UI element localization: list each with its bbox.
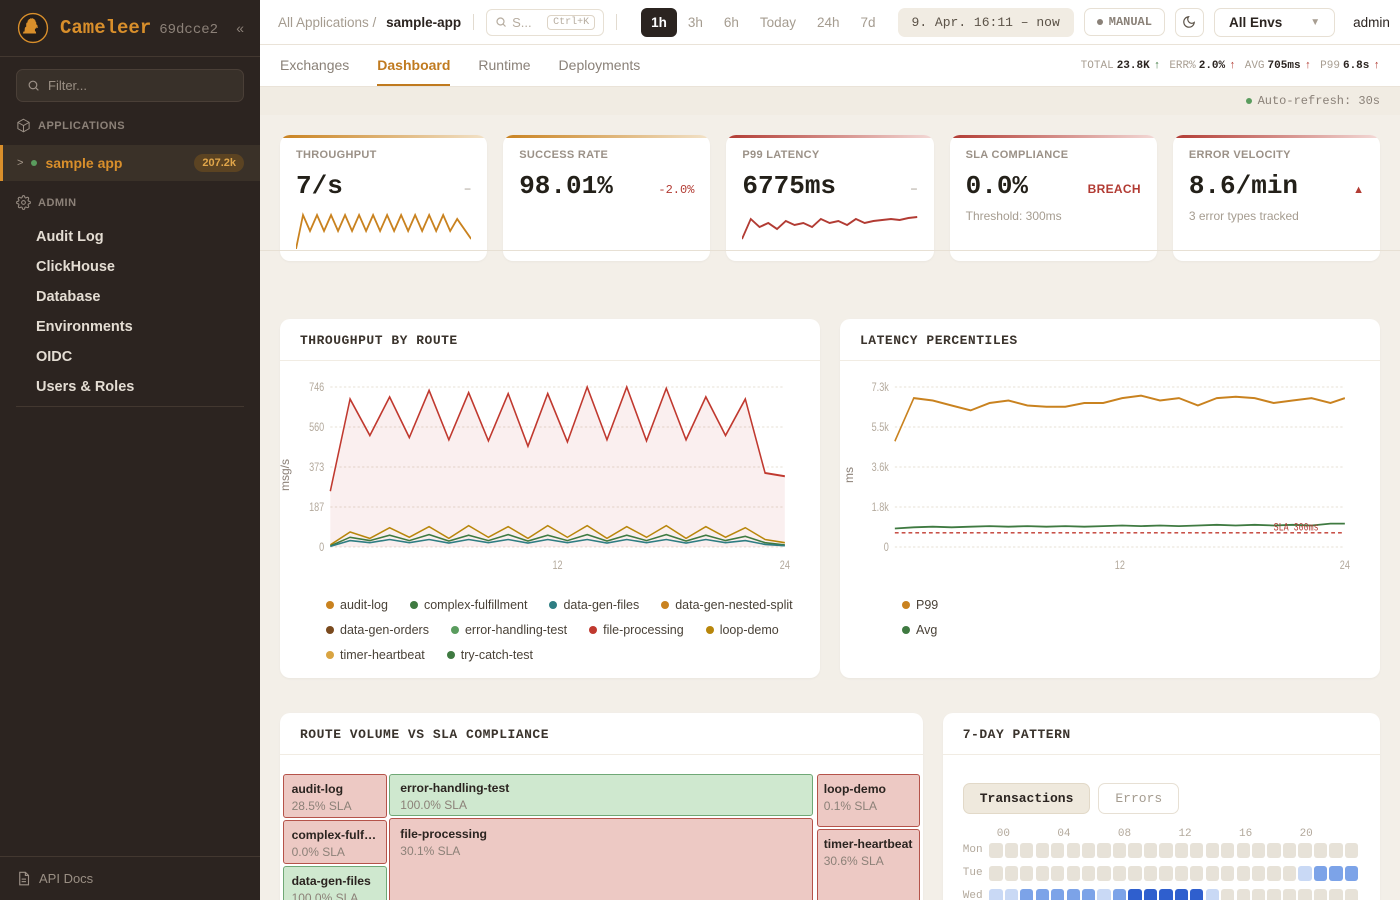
svg-text:12: 12 (1115, 559, 1125, 573)
svg-text:746: 746 (309, 381, 324, 395)
svg-text:SLA 300ms: SLA 300ms (1274, 521, 1319, 533)
svg-text:24: 24 (780, 559, 790, 573)
svg-text:373: 373 (309, 461, 324, 475)
svg-text:5.5k: 5.5k (872, 421, 890, 435)
svg-text:3.6k: 3.6k (872, 461, 890, 475)
svg-text:24: 24 (1340, 559, 1350, 573)
svg-text:187: 187 (309, 501, 324, 515)
svg-text:7.3k: 7.3k (872, 381, 890, 395)
svg-text:1.8k: 1.8k (872, 501, 890, 515)
svg-text:0: 0 (319, 541, 324, 555)
svg-text:0: 0 (884, 541, 889, 555)
svg-text:12: 12 (553, 559, 563, 573)
svg-text:560: 560 (309, 421, 324, 435)
